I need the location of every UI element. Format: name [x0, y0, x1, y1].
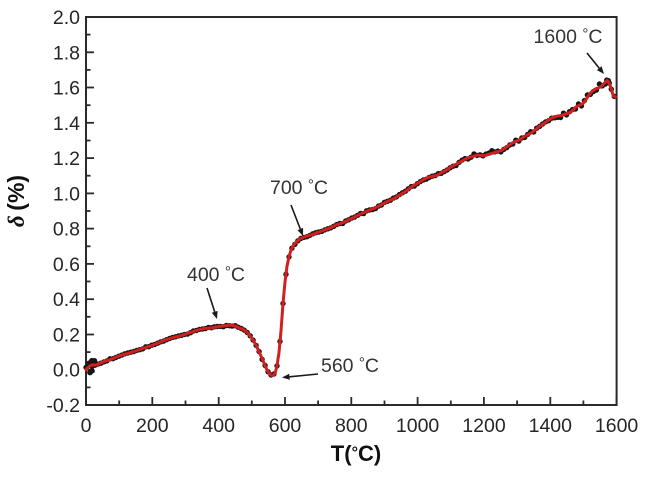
- svg-text:0.2: 0.2: [53, 325, 80, 347]
- svg-text:1400: 1400: [529, 415, 573, 437]
- svg-text:1.6: 1.6: [53, 78, 80, 100]
- svg-text:-0.2: -0.2: [46, 395, 80, 417]
- svg-text:0: 0: [81, 415, 92, 437]
- svg-text:0.6: 0.6: [53, 254, 80, 276]
- svg-text:700 °C: 700 °C: [270, 177, 328, 200]
- svg-text:1200: 1200: [462, 415, 506, 437]
- svg-text:200: 200: [136, 415, 169, 437]
- svg-text:1.0: 1.0: [53, 183, 80, 205]
- svg-text:T(°C): T(°C): [331, 441, 381, 466]
- svg-text:1.2: 1.2: [53, 148, 80, 170]
- svg-text:1.4: 1.4: [53, 113, 80, 135]
- svg-text:2.0: 2.0: [53, 7, 80, 29]
- svg-text:1.8: 1.8: [53, 42, 80, 64]
- svg-text:0.0: 0.0: [53, 360, 80, 382]
- svg-text:560 °C: 560 °C: [321, 355, 379, 378]
- svg-text:1600 °C: 1600 °C: [534, 26, 603, 49]
- svg-text:800: 800: [335, 415, 368, 437]
- svg-text:600: 600: [269, 415, 302, 437]
- svg-text:400: 400: [202, 415, 235, 437]
- svg-text:δ (%): δ (%): [3, 175, 29, 227]
- svg-text:0.4: 0.4: [53, 289, 80, 311]
- svg-text:1600: 1600: [595, 415, 639, 437]
- svg-text:0.8: 0.8: [53, 219, 80, 241]
- svg-text:400 °C: 400 °C: [187, 264, 245, 287]
- svg-text:1000: 1000: [396, 415, 440, 437]
